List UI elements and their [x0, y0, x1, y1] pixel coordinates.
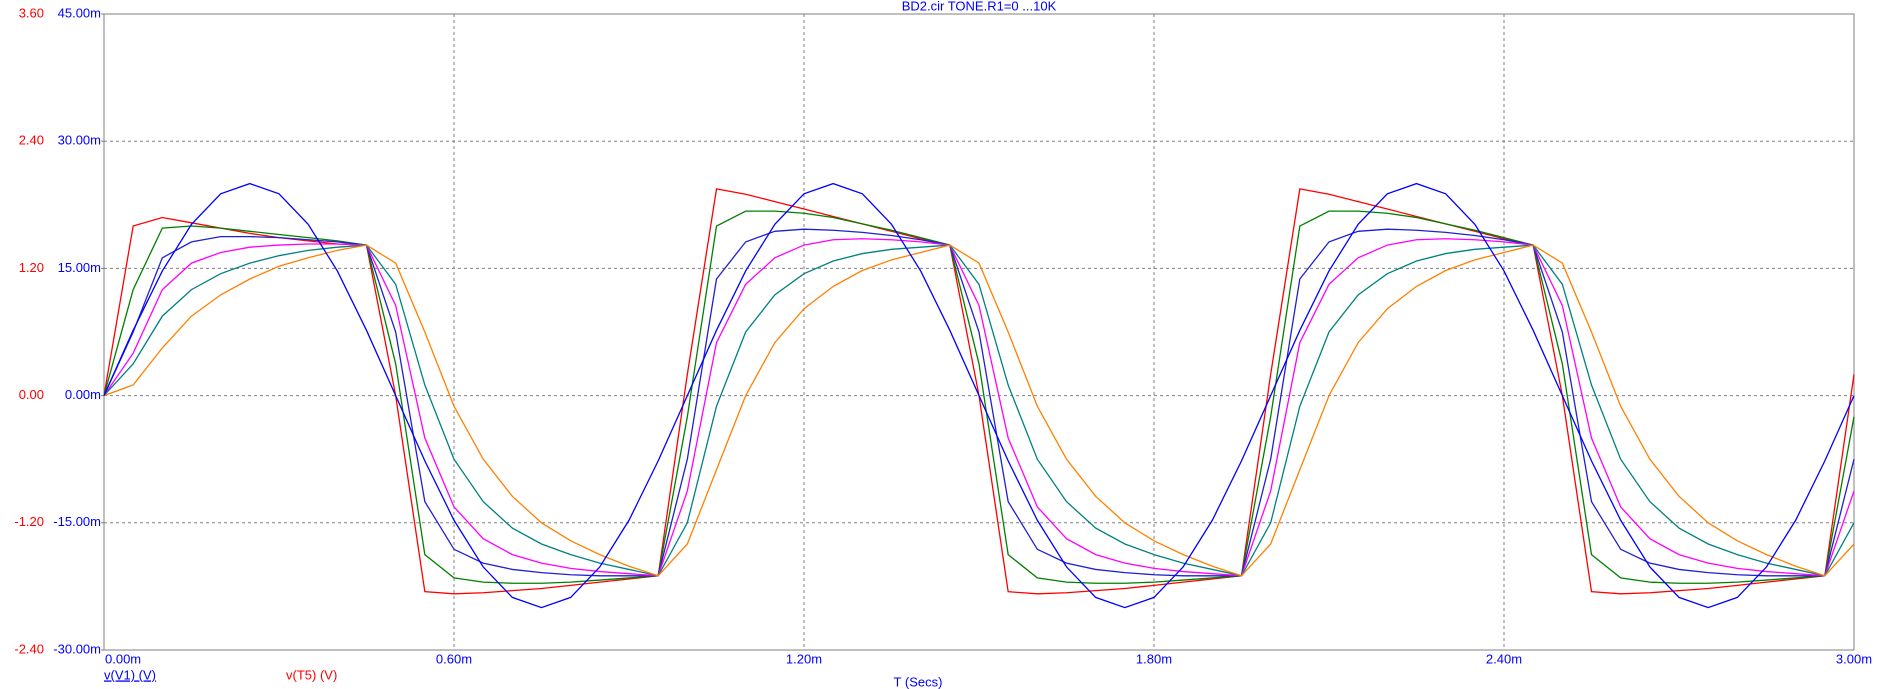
y2-tick-label: -30.00m	[53, 641, 101, 656]
legend-entry: v(V1) (V)	[104, 667, 156, 682]
x-tick-label: 1.80m	[1136, 651, 1172, 666]
y2-tick-label: 15.00m	[58, 260, 101, 275]
series-line	[103, 188, 1855, 595]
y-tick-label: -2.40	[14, 641, 44, 656]
x-tick-label: 3.00m	[1836, 651, 1872, 666]
series-line	[103, 244, 1855, 577]
y2-tick-label: 30.00m	[58, 133, 101, 148]
series-line	[103, 210, 1855, 584]
series-line	[103, 182, 1855, 609]
y-tick-label: 3.60	[19, 5, 44, 20]
y-tick-label: 1.20	[19, 260, 44, 275]
y-axis-label: v(T5) (V)	[286, 667, 337, 682]
series-line	[103, 228, 1855, 577]
y-tick-label: 2.40	[19, 133, 44, 148]
series-line	[103, 244, 1855, 577]
chart-title: BD2.cir TONE.R1=0 ...10K	[902, 0, 1057, 13]
x-tick-label: 1.20m	[786, 651, 822, 666]
y2-tick-label: 45.00m	[58, 5, 101, 20]
y2-tick-label: 0.00m	[65, 387, 101, 402]
x-tick-label: 0.00m	[105, 651, 141, 666]
x-tick-label: 0.60m	[436, 651, 472, 666]
y-tick-label: 0.00	[19, 387, 44, 402]
plot-frame	[103, 13, 1855, 651]
x-tick-label: 2.40m	[1486, 651, 1522, 666]
y-tick-label: -1.20	[14, 514, 44, 529]
y2-tick-label: -15.00m	[53, 514, 101, 529]
x-axis-label: T (Secs)	[894, 674, 943, 689]
series-line	[103, 238, 1855, 577]
